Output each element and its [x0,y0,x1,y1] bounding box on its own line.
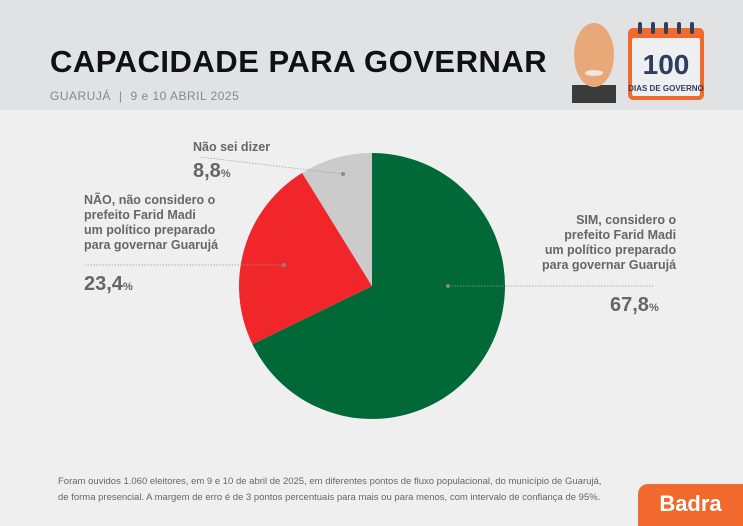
label-nao-sei: Não sei dizer [193,140,270,155]
label-sim: SIM, considero o prefeito Farid Madi um po… [542,213,676,273]
page-title: CAPACIDADE PARA GOVERNAR [50,44,548,79]
pie-slice [252,153,505,419]
label-line: NÃO, não considero o [84,193,216,207]
leader-dot [341,172,345,176]
badge-number: 100 [643,49,690,80]
subtitle: GUARUJÁ | 9 e 10 ABRIL 2025 [50,89,239,103]
label-line: para governar Guarujá [84,238,219,252]
badra-logo: Badra [638,484,743,526]
label-line: prefeito Farid Madi [84,208,196,222]
date: 9 e 10 ABRIL 2025 [130,89,240,103]
label-nao: NÃO, não considero o prefeito Farid Madi u… [84,193,218,253]
value-nao: 23,4% [84,273,133,295]
label-line: um político preparado [544,243,677,257]
pie-slice [239,172,372,345]
label-line: para governar Guarujá [542,258,677,272]
100-days-badge: 100 DIAS DE GOVERNO [626,22,706,102]
badge-text: DIAS DE GOVERNO [628,84,704,93]
methodology-note: Foram ouvidos 1.060 eleitores, em 9 e 10… [58,476,602,503]
header [0,0,743,110]
label-line: Não sei dizer [193,140,271,154]
label-line: um político preparado [84,223,216,237]
label-line: prefeito Farid Madi [564,228,677,242]
value-sim: 67,8% [610,294,659,316]
pie-slice [302,153,372,286]
mayor-caricature [572,23,616,103]
divider: | [118,89,123,103]
label-line: SIM, considero o [576,213,677,227]
leader-line [199,156,344,175]
leader-dot [282,263,286,267]
location: GUARUJÁ [50,89,111,103]
leader-dot [446,284,450,288]
value-nao-sei: 8,8% [193,160,231,182]
